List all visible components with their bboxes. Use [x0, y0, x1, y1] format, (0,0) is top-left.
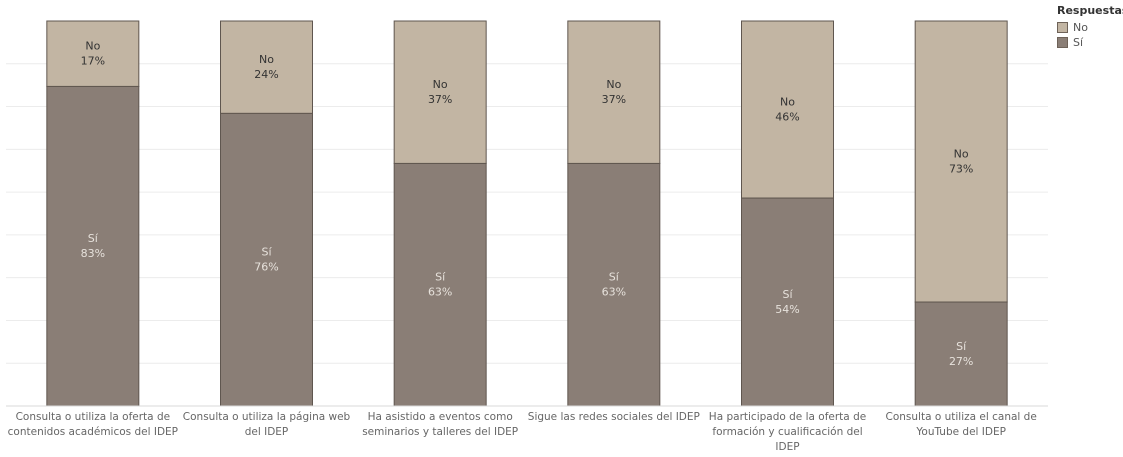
bar-segment-si[interactable]: [567, 162, 661, 407]
category-label-line: Ha participado de la oferta de: [709, 411, 866, 423]
data-label-series: No: [606, 78, 621, 91]
bar-segment-si[interactable]: [914, 301, 1008, 407]
data-label-series: No: [780, 96, 795, 109]
data-label-series: Sí: [435, 271, 446, 284]
category-label-line: formación y cualificación del: [712, 426, 862, 438]
legend-label-si: Sí: [1073, 36, 1084, 49]
data-label-value: 37%: [428, 93, 452, 106]
data-label-value: 27%: [949, 355, 973, 368]
data-label-series: No: [85, 40, 100, 53]
legend-label-no: No: [1073, 21, 1088, 34]
category-label: Consulta o utiliza la página web del IDEP: [183, 411, 351, 438]
bar-segment-no[interactable]: [741, 20, 834, 199]
data-label-series: No: [954, 148, 969, 161]
bar-segment-no[interactable]: [220, 20, 313, 114]
data-label-value: 76%: [254, 261, 278, 274]
data-label-value: 46%: [775, 111, 799, 124]
legend-item-si[interactable]: Sí: [1057, 35, 1123, 50]
data-label-value: 54%: [775, 303, 799, 316]
bar-segment-si[interactable]: [220, 112, 313, 407]
bar-segment-no[interactable]: [567, 20, 661, 164]
category-label-line: Sigue las redes sociales del IDEP: [528, 411, 700, 423]
data-label-series: No: [259, 53, 274, 66]
data-label-value: 63%: [602, 286, 626, 299]
data-label-series: Sí: [261, 246, 272, 259]
data-label-series: Sí: [956, 340, 967, 353]
category-label-line: contenidos académicos del IDEP: [8, 426, 178, 438]
data-label-series: Sí: [88, 232, 99, 245]
category-label-line: seminarios y talleres del IDEP: [362, 426, 518, 438]
data-label-value: 83%: [81, 247, 105, 260]
category-label: Consulta o utiliza el canal de YouTube de…: [886, 411, 1037, 438]
category-label-line: del IDEP: [245, 426, 289, 438]
category-label: Consulta o utiliza la oferta de contenido…: [8, 411, 178, 438]
legend-swatch-no: [1057, 22, 1068, 33]
data-label-value: 73%: [949, 163, 973, 176]
category-label-line: Ha asistido a eventos como: [368, 411, 513, 423]
data-label-series: Sí: [609, 271, 620, 284]
category-label: Ha asistido a eventos como seminarios y t…: [362, 411, 518, 438]
data-label-value: 63%: [428, 286, 452, 299]
bar-segment-si[interactable]: [46, 85, 140, 407]
data-label-value: 17%: [81, 55, 105, 68]
category-label: Ha participado de la oferta de formación …: [709, 411, 866, 453]
chart-legend: Respuestas No Sí: [1057, 4, 1123, 50]
category-label-line: IDEP: [775, 441, 799, 453]
data-label-series: No: [433, 78, 448, 91]
legend-title: Respuestas: [1057, 4, 1123, 17]
category-label-line: Consulta o utiliza el canal de: [886, 411, 1037, 423]
category-label-line: Consulta o utiliza la oferta de: [16, 411, 171, 423]
bar-segment-no[interactable]: [393, 20, 487, 164]
bar-segment-no[interactable]: [914, 20, 1008, 303]
bar-segment-no[interactable]: [46, 20, 140, 87]
data-label-value: 37%: [602, 93, 626, 106]
category-label-line: Consulta o utiliza la página web: [183, 411, 351, 423]
data-label-value: 24%: [254, 68, 278, 81]
category-label-line: YouTube del IDEP: [915, 426, 1006, 438]
legend-item-no[interactable]: No: [1057, 20, 1123, 35]
data-label-series: Sí: [782, 288, 793, 301]
category-label: Sigue las redes sociales del IDEP: [528, 411, 700, 423]
bar-segment-si[interactable]: [741, 197, 834, 407]
legend-swatch-si: [1057, 37, 1068, 48]
bar-segment-si[interactable]: [393, 162, 487, 407]
